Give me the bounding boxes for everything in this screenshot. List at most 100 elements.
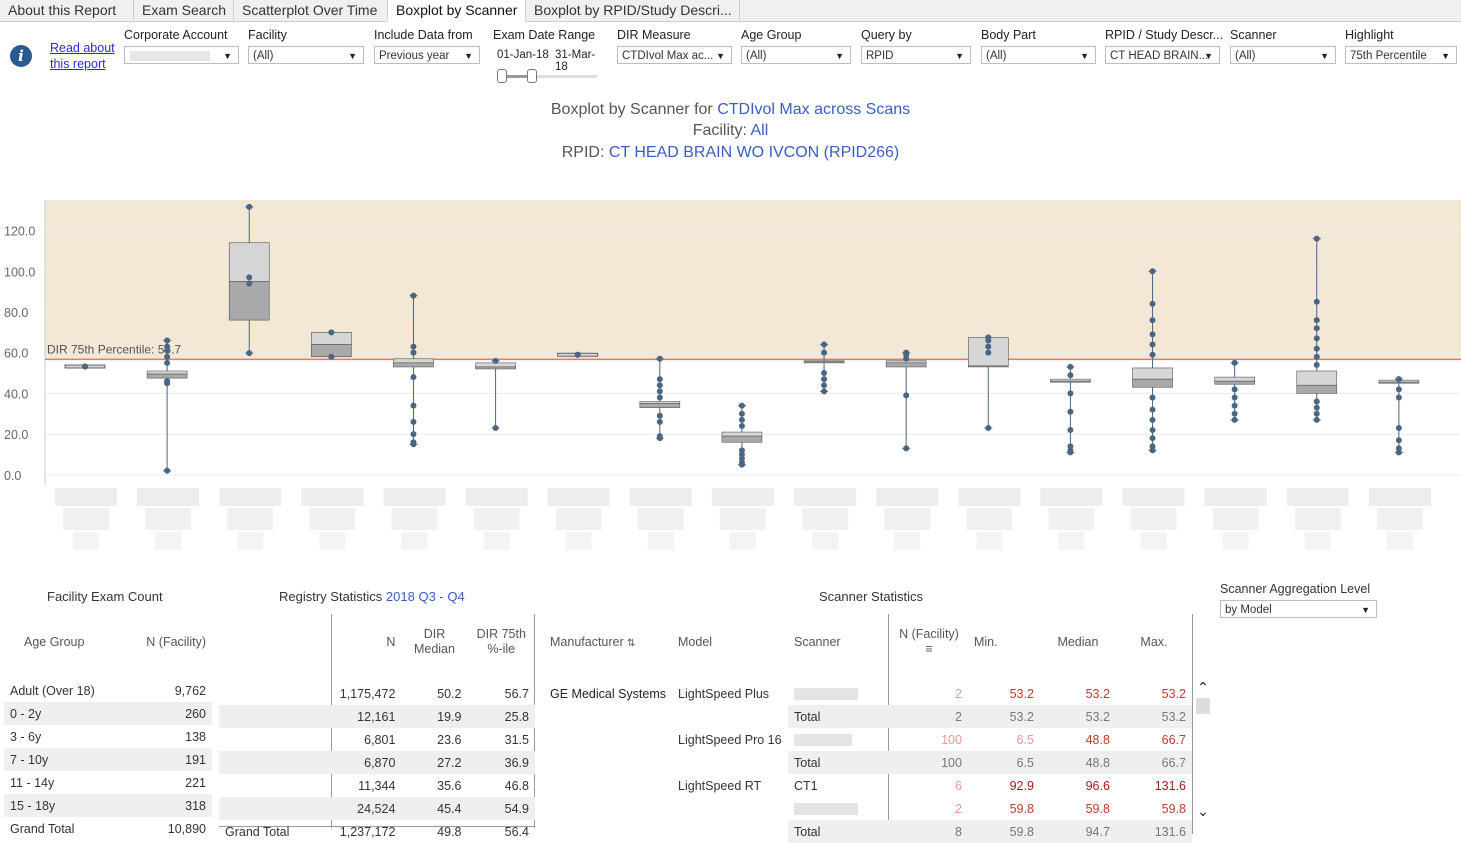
box-lower-quartile xyxy=(1378,381,1420,384)
total-row: Total 2 53.2 53.2 53.2 xyxy=(544,705,1192,728)
manufacturer-header[interactable]: Manufacturer ⇅ xyxy=(544,625,672,659)
aggregation-dropdown[interactable]: by Model ▼ xyxy=(1220,600,1377,618)
tab-about-report[interactable]: About this Report xyxy=(0,0,134,20)
data-point xyxy=(1313,325,1320,332)
highlight-dropdown[interactable]: 75th Percentile ▼ xyxy=(1345,46,1457,64)
boxplot-scanner-9[interactable] xyxy=(711,402,774,550)
y-tick-label: 60.0 xyxy=(4,347,28,361)
boxplot-chart[interactable]: 0.0 20.0 40.0 60.0 80.0 100.0 120.0 DIR 75th Pe… xyxy=(0,195,1461,560)
boxplot-scanner-10[interactable] xyxy=(794,341,857,550)
rpid-value: CT HEAD BRAIN... xyxy=(1110,50,1209,62)
manufacturer-cell: GE Medical Systems xyxy=(550,686,667,701)
boxplot-scanner-15[interactable] xyxy=(1204,359,1267,550)
max-cell: 131.6 xyxy=(1115,820,1192,843)
rpid-dropdown[interactable]: CT HEAD BRAIN... ▼ xyxy=(1105,46,1220,64)
aggregation-value: by Model xyxy=(1225,604,1272,616)
scanner-label: Scanner xyxy=(1230,28,1277,42)
redacted-scanner-label xyxy=(483,532,510,550)
boxplot-scanner-11[interactable] xyxy=(876,349,939,550)
include-data-value: Previous year xyxy=(379,50,450,62)
box-lower-quartile xyxy=(1296,384,1338,394)
redacted-value xyxy=(794,688,858,701)
box-upper-quartile xyxy=(146,370,188,375)
redacted-scanner-label xyxy=(309,508,356,530)
boxplot-scanner-14[interactable] xyxy=(1122,268,1185,550)
title-facility-value: All xyxy=(750,122,769,139)
boxplot-scanner-6[interactable] xyxy=(465,357,528,550)
chevron-up-icon[interactable]: ⌃ xyxy=(1197,679,1209,695)
read-about-line1[interactable]: Read about xyxy=(50,41,115,55)
dir-median-cell: 23.6 xyxy=(437,732,462,747)
registry-n-cell: 11,344 xyxy=(358,778,396,793)
age-group-cell: 3 - 6y xyxy=(10,729,42,744)
redacted-scanner-label xyxy=(301,488,364,506)
dir-median-cell: 45.4 xyxy=(401,797,468,820)
redacted-value xyxy=(794,734,852,747)
redacted-scanner-label xyxy=(719,508,766,530)
date-slider-end-handle[interactable] xyxy=(527,69,537,83)
grand-total-label: Grand Total xyxy=(225,824,290,839)
redacted-scanner-label xyxy=(794,488,857,506)
body-part-dropdown[interactable]: (All) ▼ xyxy=(981,46,1096,64)
exam-date-start: 01-Jan-18 xyxy=(497,49,549,61)
tab-boxplot-by-rpid[interactable]: Boxplot by RPID/Study Descri... xyxy=(526,0,740,20)
boxplot-scanner-8[interactable] xyxy=(629,355,692,550)
data-point xyxy=(903,445,910,452)
boxplot-scanner-5[interactable] xyxy=(383,292,446,550)
dir-median-cell: 27.2 xyxy=(401,751,468,774)
corporate-account-dropdown[interactable]: ▼ xyxy=(124,46,239,64)
tab-scatterplot-over-time[interactable]: Scatterplot Over Time xyxy=(234,0,388,20)
table-row: 11 - 14y 221 xyxy=(4,771,212,794)
redacted-scanner-label xyxy=(958,488,1021,506)
scanner-cell xyxy=(788,682,890,705)
data-point xyxy=(821,341,828,348)
dir-median-cell: 49.8 xyxy=(437,824,462,839)
redacted-scanner-label xyxy=(711,488,774,506)
dir-measure-dropdown[interactable]: CTDIvol Max ac... ▼ xyxy=(617,46,732,64)
total-label: Total xyxy=(788,751,890,774)
exam-date-label: Exam Date Range xyxy=(493,28,596,42)
boxplot-scanner-7[interactable] xyxy=(547,351,610,550)
grand-total-count: 10,890 xyxy=(167,821,206,836)
tab-boxplot-by-scanner[interactable]: Boxplot by Scanner xyxy=(388,0,526,22)
data-point xyxy=(410,431,417,438)
scanner-right-divider xyxy=(1192,614,1193,834)
scrollbar-thumb[interactable] xyxy=(1196,698,1210,714)
redacted-value xyxy=(794,803,858,816)
query-by-dropdown[interactable]: RPID ▼ xyxy=(861,46,971,64)
tab-exam-search[interactable]: Exam Search xyxy=(134,0,234,20)
sort-icon[interactable]: ≡ xyxy=(925,642,933,656)
redacted-scanner-label xyxy=(894,532,921,550)
boxplot-scanner-13[interactable] xyxy=(1040,363,1103,550)
chevron-down-icon[interactable]: ⌄ xyxy=(1197,803,1209,819)
redacted-scanner-label xyxy=(1368,488,1431,506)
read-about-line2[interactable]: this report xyxy=(50,57,106,71)
include-data-dropdown[interactable]: Previous year ▼ xyxy=(374,46,480,64)
boxplot-scanner-16[interactable] xyxy=(1286,235,1349,550)
boxplot-scanner-2[interactable] xyxy=(137,337,200,550)
read-about-link[interactable]: Read about this report xyxy=(50,40,115,72)
registry-n-cell: 6,870 xyxy=(326,751,402,774)
redacted-scanner-label xyxy=(876,488,939,506)
redacted-scanner-label xyxy=(1048,508,1095,530)
table-row: 15 - 18y 318 xyxy=(4,794,212,817)
max-cell: 59.8 xyxy=(1161,801,1186,816)
data-point xyxy=(821,388,828,395)
date-slider-start-handle[interactable] xyxy=(497,69,507,83)
age-group-dropdown[interactable]: (All) ▼ xyxy=(741,46,851,64)
facility-dropdown[interactable]: (All) ▼ xyxy=(248,46,364,64)
boxplot-scanner-1[interactable] xyxy=(55,363,117,550)
table-row: 1,175,472 50.2 56.7 xyxy=(219,682,535,705)
chart-title-line2: Facility: All xyxy=(0,122,1461,140)
boxplot-scanner-3[interactable] xyxy=(219,203,282,550)
scanner-dropdown[interactable]: (All) ▼ xyxy=(1230,46,1336,64)
boxplot-scanner-17[interactable] xyxy=(1368,376,1431,550)
min-cell: 92.9 xyxy=(1009,778,1034,793)
max-cell: 131.6 xyxy=(1154,778,1186,793)
age-group-value: (All) xyxy=(746,50,767,62)
boxplot-scanner-12[interactable] xyxy=(958,334,1021,550)
info-icon[interactable]: i xyxy=(10,45,32,67)
median-cell: 94.7 xyxy=(1039,820,1116,843)
boxplot-scanner-4[interactable] xyxy=(301,329,364,550)
sort-icon[interactable]: ⇅ xyxy=(627,638,636,649)
